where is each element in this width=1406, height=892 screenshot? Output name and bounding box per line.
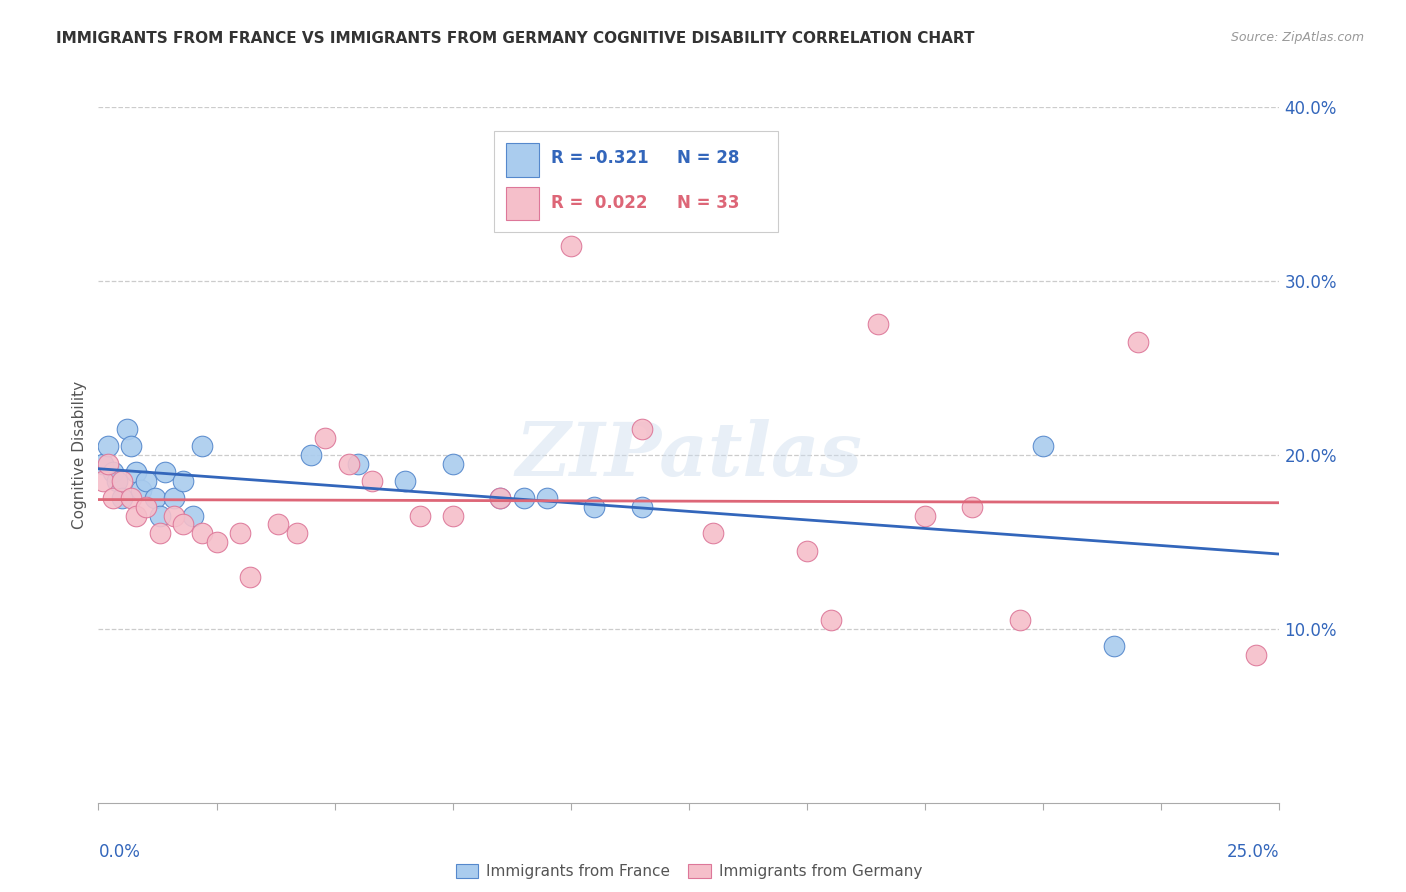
Point <box>191 439 214 453</box>
Point <box>408 508 430 523</box>
Text: 0.0%: 0.0% <box>98 843 141 861</box>
Point <box>121 491 143 506</box>
Point <box>101 466 124 480</box>
Point <box>125 466 148 480</box>
Point <box>115 422 138 436</box>
Point <box>914 508 936 523</box>
Point <box>97 439 120 453</box>
Point <box>630 422 652 436</box>
Point <box>101 491 124 506</box>
Text: ZIPatlas: ZIPatlas <box>516 418 862 491</box>
Point <box>229 526 252 541</box>
Point <box>1102 639 1125 653</box>
Point <box>394 474 416 488</box>
Point <box>111 491 134 506</box>
Point <box>536 491 558 506</box>
Point <box>149 526 172 541</box>
Point <box>702 526 724 541</box>
Point <box>191 526 214 541</box>
Point <box>205 534 228 549</box>
Point <box>630 500 652 514</box>
Point <box>512 491 534 506</box>
Point <box>1126 334 1149 349</box>
Point <box>314 431 336 445</box>
Point <box>441 508 464 523</box>
Text: IMMIGRANTS FROM FRANCE VS IMMIGRANTS FROM GERMANY COGNITIVE DISABILITY CORRELATI: IMMIGRANTS FROM FRANCE VS IMMIGRANTS FRO… <box>56 31 974 46</box>
Point <box>172 474 194 488</box>
Point <box>143 491 166 506</box>
Point <box>267 517 290 532</box>
Text: 25.0%: 25.0% <box>1227 843 1279 861</box>
Point <box>135 500 157 514</box>
Point <box>105 474 128 488</box>
Point <box>1244 648 1267 662</box>
Point <box>163 508 186 523</box>
Point <box>820 613 842 627</box>
Point <box>796 543 818 558</box>
Bar <box>506 144 538 177</box>
Point <box>181 508 204 523</box>
Point <box>125 508 148 523</box>
Point <box>866 318 889 332</box>
Point <box>97 457 120 471</box>
Point <box>962 500 984 514</box>
Legend: Immigrants from France, Immigrants from Germany: Immigrants from France, Immigrants from … <box>450 858 928 886</box>
Point <box>583 500 606 514</box>
Point <box>135 474 157 488</box>
Point <box>163 491 186 506</box>
Y-axis label: Cognitive Disability: Cognitive Disability <box>72 381 87 529</box>
Point <box>489 491 512 506</box>
Text: Source: ZipAtlas.com: Source: ZipAtlas.com <box>1230 31 1364 45</box>
Point <box>285 526 308 541</box>
Point <box>153 466 176 480</box>
Point <box>129 483 152 497</box>
Text: N = 33: N = 33 <box>678 194 740 212</box>
Bar <box>506 187 538 220</box>
Point <box>91 474 114 488</box>
Point <box>361 474 384 488</box>
Point <box>91 457 114 471</box>
Point <box>149 508 172 523</box>
Text: R = -0.321: R = -0.321 <box>551 149 648 167</box>
Point <box>441 457 464 471</box>
Text: R =  0.022: R = 0.022 <box>551 194 647 212</box>
Point <box>121 439 143 453</box>
Point <box>111 474 134 488</box>
Point <box>489 491 512 506</box>
Point <box>1032 439 1054 453</box>
Point <box>239 570 262 584</box>
Point <box>172 517 194 532</box>
Point <box>347 457 370 471</box>
Point <box>337 457 360 471</box>
FancyBboxPatch shape <box>494 131 778 232</box>
Point <box>1008 613 1031 627</box>
Point <box>560 239 582 253</box>
Text: N = 28: N = 28 <box>678 149 740 167</box>
Point <box>299 448 322 462</box>
